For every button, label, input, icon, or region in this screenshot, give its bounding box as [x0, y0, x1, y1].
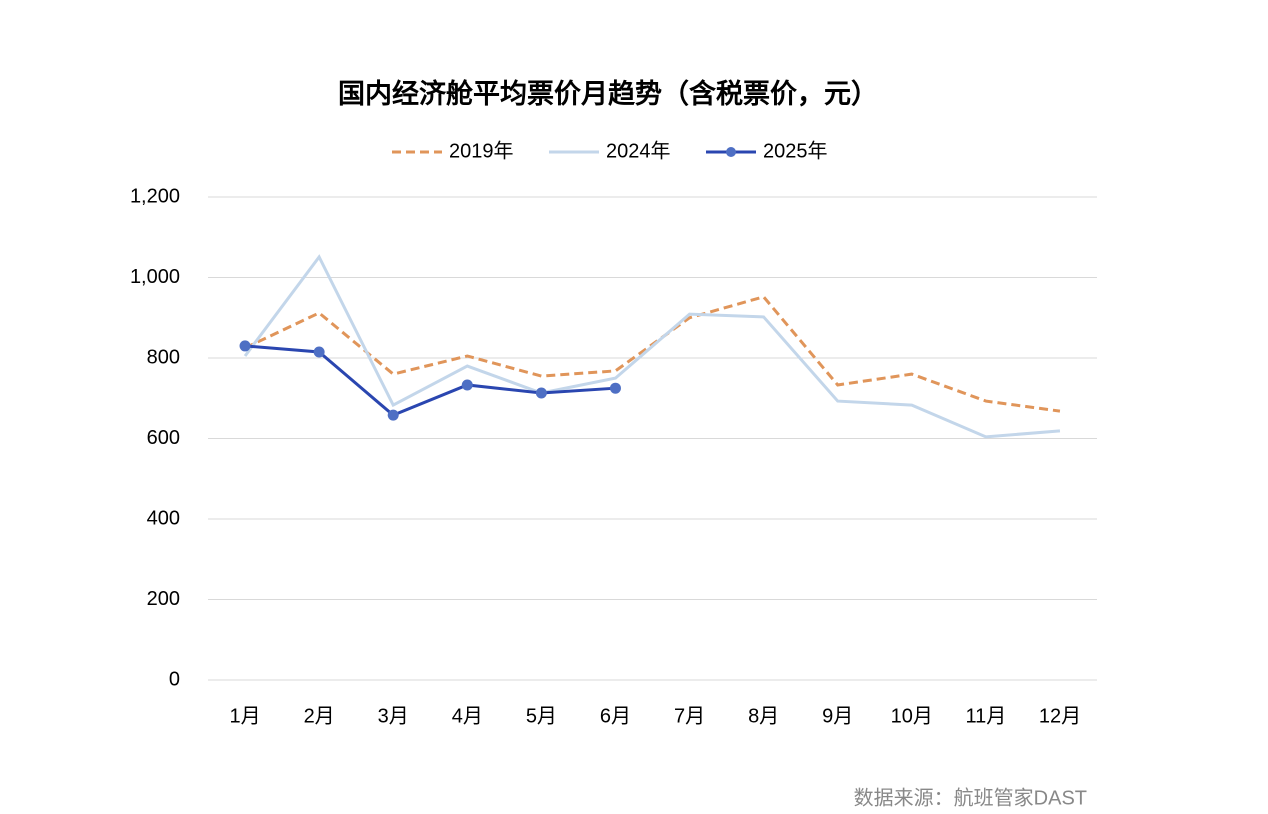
point-marker	[239, 340, 251, 352]
legend-label: 2024年	[606, 139, 671, 162]
legend-label: 2025年	[763, 139, 828, 162]
chart-title: 国内经济舱平均票价月趋势（含税票价，元）	[338, 78, 878, 109]
x-tick-label: 9月	[822, 705, 853, 727]
point-marker	[535, 387, 547, 399]
source-note: 数据来源：航班管家DAST	[854, 786, 1087, 809]
y-tick-label: 0	[169, 668, 180, 690]
x-tick-label: 2月	[304, 705, 335, 727]
y-tick-label: 200	[147, 588, 180, 610]
x-tick-label: 11月	[965, 705, 1006, 727]
y-tick-label: 600	[147, 427, 180, 449]
x-tick-label: 3月	[378, 705, 409, 727]
x-tick-label: 6月	[600, 705, 631, 727]
legend-label: 2019年	[449, 139, 514, 162]
point-marker	[313, 346, 325, 358]
point-marker	[461, 379, 473, 391]
x-tick-label: 7月	[674, 705, 705, 727]
x-tick-label: 5月	[526, 705, 557, 727]
point-marker	[387, 409, 399, 421]
x-tick-label: 4月	[452, 705, 483, 727]
point-marker	[609, 382, 621, 394]
legend-marker	[726, 147, 736, 157]
x-tick-label: 1月	[229, 705, 260, 727]
x-tick-label: 8月	[748, 705, 779, 727]
y-tick-label: 1,000	[130, 266, 180, 288]
y-tick-label: 1,200	[130, 185, 180, 207]
y-tick-label: 800	[147, 346, 180, 368]
series-line	[243, 254, 1061, 439]
x-tick-label: 12月	[1039, 705, 1081, 727]
series-line	[244, 344, 616, 417]
y-tick-label: 400	[147, 507, 180, 529]
x-tick-label: 10月	[891, 705, 933, 727]
